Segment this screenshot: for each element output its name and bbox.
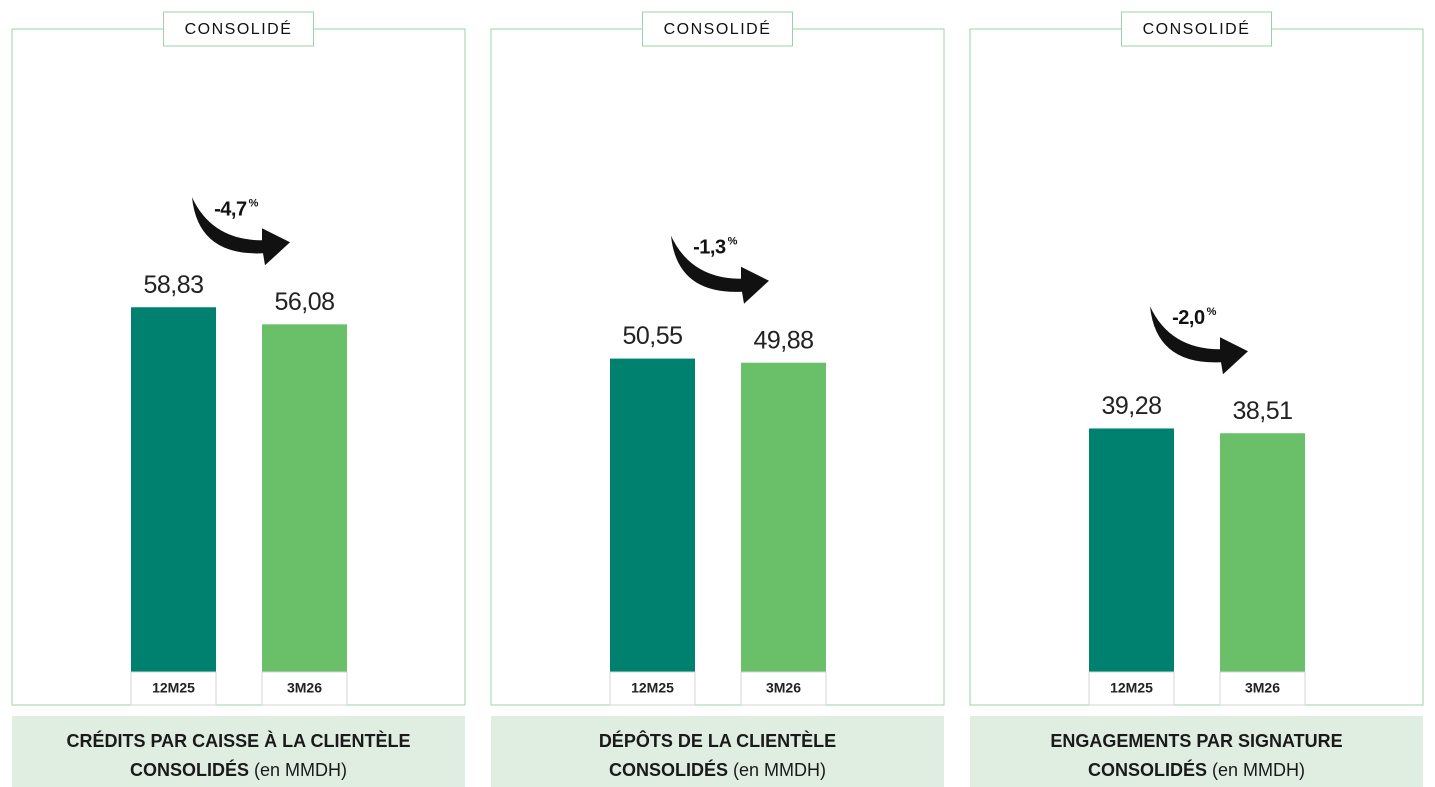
bar (131, 307, 216, 672)
subtitle: (en MMDH) (254, 760, 347, 780)
panel (11, 28, 466, 706)
title-box (12, 716, 465, 787)
title-box (970, 716, 1423, 787)
annotation-value: -2,0 (1172, 308, 1205, 330)
category-box (609, 671, 696, 706)
annotation-unit: % (728, 236, 738, 248)
title: CONSOLIDÉS (en MMDH) (1088, 759, 1305, 780)
badge: CONSOLIDÉ (664, 19, 772, 38)
arrow (1150, 306, 1248, 375)
value-label: 39,28 (1101, 392, 1161, 420)
badge: CONSOLIDÉ (185, 19, 293, 38)
badge-box (642, 11, 793, 47)
bar (610, 358, 695, 672)
annotation-value: -4,7 (214, 199, 247, 221)
arrow (192, 197, 290, 266)
title: CONSOLIDÉS (en MMDH) (609, 759, 826, 780)
title: CONSOLIDÉS (en MMDH) (130, 759, 347, 780)
panel (490, 28, 945, 706)
annotation: -1,3% (693, 236, 737, 259)
value-label: 49,88 (753, 326, 813, 354)
panel (969, 28, 1424, 706)
title-line: CONSOLIDÉS (130, 759, 249, 780)
annotation: -2,0% (1172, 306, 1216, 329)
title-line: CONSOLIDÉS (609, 759, 728, 780)
annotation-value: -1,3 (693, 237, 726, 259)
bar (1089, 428, 1174, 672)
subtitle: (en MMDH) (1212, 760, 1305, 780)
title: DÉPÔTS DE LA CLIENTÈLE (599, 730, 836, 751)
badge-box (1121, 11, 1272, 47)
badge: CONSOLIDÉ (1143, 19, 1251, 38)
category-box (1088, 671, 1175, 706)
category-label: 12M25 (1110, 680, 1153, 696)
arrow (671, 235, 769, 304)
title: ENGAGEMENTS PAR SIGNATURE (1050, 731, 1342, 751)
bar (262, 324, 347, 672)
category-label: 3M26 (766, 680, 801, 696)
category-label: 3M26 (1245, 680, 1280, 696)
badge-box (163, 11, 314, 47)
annotation-unit: % (249, 197, 259, 209)
value-label: 38,51 (1232, 397, 1292, 425)
category-box (740, 671, 827, 706)
category-box (130, 671, 217, 706)
category-label: 12M25 (152, 680, 195, 696)
title: CRÉDITS PAR CAISSE À LA CLIENTÈLE (66, 730, 410, 751)
value-label: 56,08 (274, 288, 334, 316)
annotation-unit: % (1207, 306, 1217, 318)
bar (741, 362, 826, 672)
category-box (1219, 671, 1306, 706)
annotation: -4,7% (214, 197, 258, 220)
subtitle: (en MMDH) (733, 760, 826, 780)
title-line: CONSOLIDÉS (1088, 759, 1207, 780)
value-label: 58,83 (143, 271, 203, 299)
category-label: 12M25 (631, 680, 674, 696)
value-label: 50,55 (622, 322, 682, 350)
category-label: 3M26 (287, 680, 322, 696)
bar (1220, 433, 1305, 672)
title-box (491, 716, 944, 787)
category-box (261, 671, 348, 706)
